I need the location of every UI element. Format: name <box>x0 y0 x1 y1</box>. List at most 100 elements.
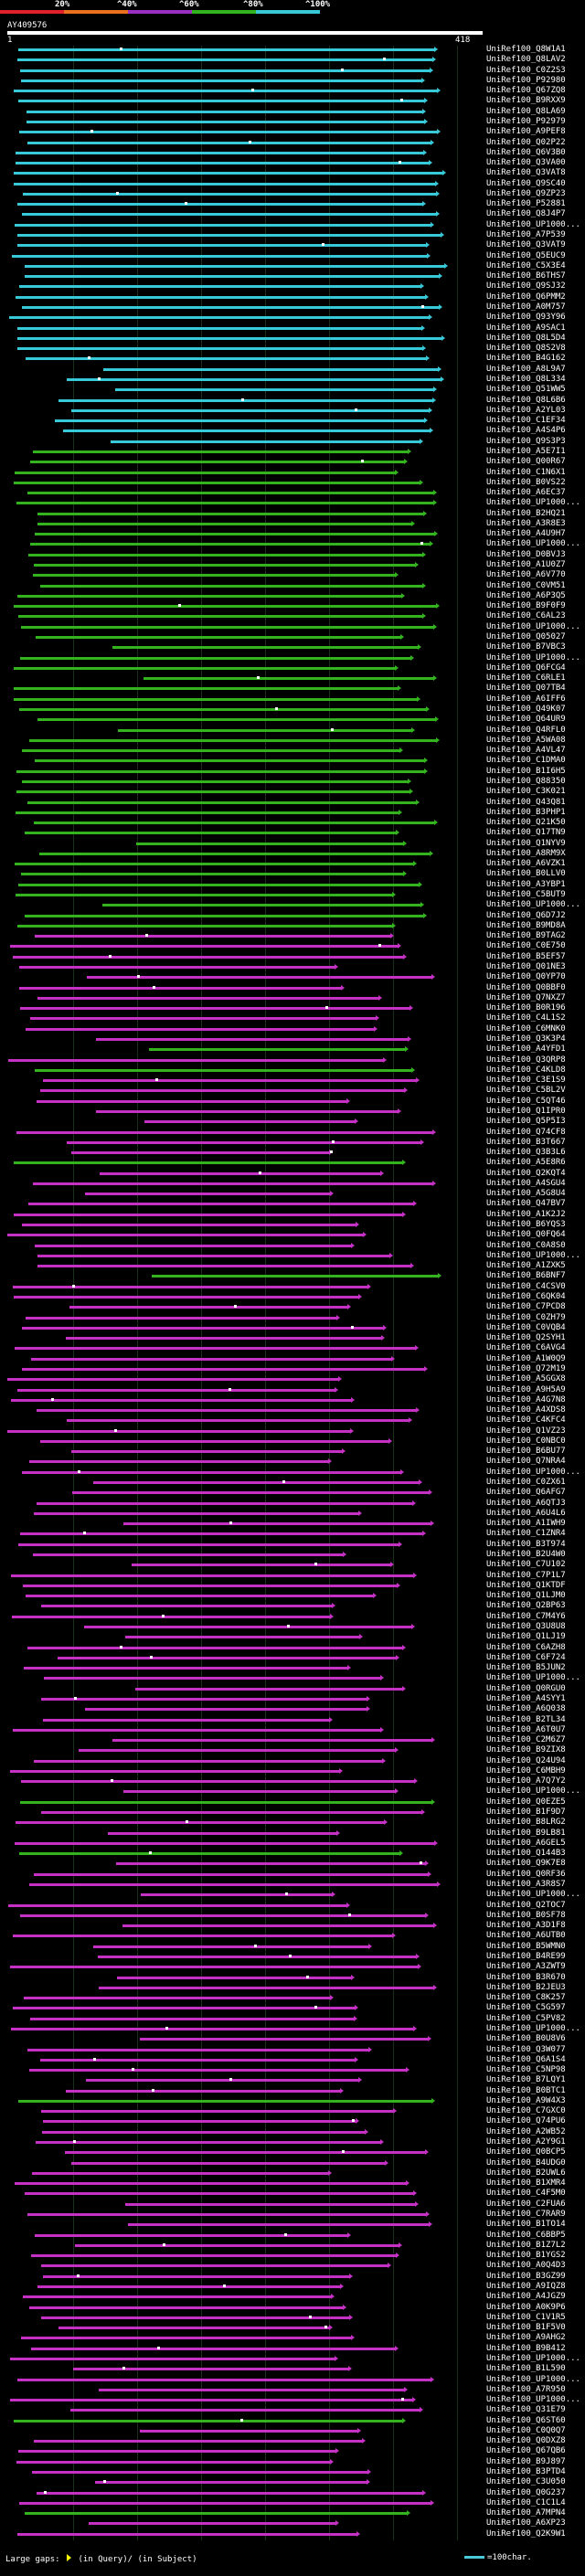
hit-accession[interactable]: UniRef100_UP1000... <box>486 1786 580 1797</box>
hit-row[interactable]: UniRef100_C5X3E4 <box>0 261 585 270</box>
hit-row[interactable]: UniRef100_Q3B3L6 <box>0 1149 585 1157</box>
hit-row[interactable]: UniRef100_C6MNK0 <box>0 1024 585 1034</box>
hit-row[interactable]: UniRef100_Q0YP70 <box>0 973 585 981</box>
hit-row[interactable]: UniRef100_A7R950 <box>0 2385 585 2394</box>
hit-accession[interactable]: UniRef100_C5PV82 <box>486 2013 566 2023</box>
hit-row[interactable]: UniRef100_C0VQB4 <box>0 1322 585 1332</box>
hit-row[interactable]: UniRef100_C0Z2S3 <box>0 66 585 75</box>
hit-accession[interactable]: UniRef100_A2WB52 <box>486 2126 566 2136</box>
hit-accession[interactable]: UniRef100_C0VQB4 <box>486 1322 566 1332</box>
hit-accession[interactable]: UniRef100_UP1000... <box>486 1673 580 1683</box>
hit-row[interactable]: UniRef100_Q51WW5 <box>0 386 585 394</box>
hit-row[interactable]: UniRef100_B2JEU3 <box>0 1983 585 1992</box>
hit-row[interactable]: UniRef100_A9PEF8 <box>0 128 585 136</box>
hit-accession[interactable]: UniRef100_C5BL2V <box>486 1086 566 1096</box>
hit-row[interactable]: UniRef100_Q8J4P7 <box>0 210 585 218</box>
hit-row[interactable]: UniRef100_B0VS22 <box>0 477 585 487</box>
hit-accession[interactable]: UniRef100_Q88350 <box>486 776 566 786</box>
hit-accession[interactable]: UniRef100_Q9K7E8 <box>486 1859 566 1869</box>
hit-row[interactable]: UniRef100_B4RE99 <box>0 1952 585 1961</box>
hit-row[interactable]: UniRef100_Q1LJ19 <box>0 1633 585 1641</box>
hit-accession[interactable]: UniRef100_A6UTB0 <box>486 1931 566 1941</box>
hit-accession[interactable]: UniRef100_C5G597 <box>486 2003 566 2013</box>
hit-accession[interactable]: UniRef100_C2M6Z7 <box>486 1735 566 1745</box>
hit-row[interactable]: UniRef100_B3T974 <box>0 1540 585 1549</box>
hit-accession[interactable]: UniRef100_A4SYY1 <box>486 1693 566 1703</box>
hit-row[interactable]: UniRef100_Q0BCP5 <box>0 2148 585 2157</box>
hit-row[interactable]: UniRef100_A9H5A9 <box>0 1385 585 1394</box>
hit-row[interactable]: UniRef100_P92980 <box>0 76 585 85</box>
hit-row[interactable]: UniRef100_UP1000... <box>0 1787 585 1796</box>
hit-accession[interactable]: UniRef100_B6YQS3 <box>486 1220 566 1230</box>
hit-accession[interactable]: UniRef100_A1U0Z7 <box>486 560 566 570</box>
hit-accession[interactable]: UniRef100_Q5EUC9 <box>486 250 566 260</box>
hit-row[interactable]: UniRef100_Q9SC40 <box>0 179 585 188</box>
hit-accession[interactable]: UniRef100_A5E7I1 <box>486 446 566 456</box>
hit-accession[interactable]: UniRef100_Q31E79 <box>486 2405 566 2415</box>
hit-accession[interactable]: UniRef100_UP1000... <box>486 219 580 229</box>
hit-row[interactable]: UniRef100_B5JUN2 <box>0 1664 585 1672</box>
hit-row[interactable]: UniRef100_A8L9A7 <box>0 365 585 374</box>
hit-row[interactable]: UniRef100_C3K021 <box>0 788 585 796</box>
hit-accession[interactable]: UniRef100_Q0BCP5 <box>486 2147 566 2157</box>
hit-row[interactable]: UniRef100_Q9K7E8 <box>0 1860 585 1868</box>
hit-accession[interactable]: UniRef100_B3GZ99 <box>486 2271 566 2281</box>
hit-accession[interactable]: UniRef100_A6T0U7 <box>486 1724 566 1734</box>
hit-row[interactable]: UniRef100_Q0G237 <box>0 2488 585 2497</box>
hit-row[interactable]: UniRef100_A2WB52 <box>0 2126 585 2136</box>
hit-accession[interactable]: UniRef100_B9MD8A <box>486 920 566 930</box>
hit-accession[interactable]: UniRef100_A9AHG2 <box>486 2333 566 2343</box>
hit-accession[interactable]: UniRef100_C4KFC4 <box>486 1415 566 1426</box>
hit-accession[interactable]: UniRef100_Q2BP63 <box>486 1601 566 1611</box>
hit-accession[interactable]: UniRef100_Q7NRA4 <box>486 1457 566 1467</box>
hit-accession[interactable]: UniRef100_C6AZH8 <box>486 1642 566 1652</box>
hit-accession[interactable]: UniRef100_B0VS22 <box>486 477 566 487</box>
hit-accession[interactable]: UniRef100_B6BU77 <box>486 1447 566 1457</box>
hit-row[interactable]: UniRef100_C5NP98 <box>0 2066 585 2074</box>
hit-accession[interactable]: UniRef100_Q6PMM2 <box>486 292 566 302</box>
hit-row[interactable]: UniRef100_A9AHG2 <box>0 2334 585 2342</box>
hit-row[interactable]: UniRef100_Q3W077 <box>0 2045 585 2054</box>
hit-row[interactable]: UniRef100_B1XMR4 <box>0 2179 585 2188</box>
hit-row[interactable]: UniRef100_C7RAR9 <box>0 2210 585 2219</box>
hit-accession[interactable]: UniRef100_C5QT46 <box>486 1096 566 1106</box>
hit-accession[interactable]: UniRef100_UP1000... <box>486 1250 580 1260</box>
hit-row[interactable]: UniRef100_Q24U94 <box>0 1756 585 1765</box>
hit-row[interactable]: UniRef100_UP1000... <box>0 2374 585 2384</box>
hit-accession[interactable]: UniRef100_Q8J4P7 <box>486 209 566 219</box>
hit-row[interactable]: UniRef100_Q8LAV2 <box>0 56 585 64</box>
hit-accession[interactable]: UniRef100_C4F5M0 <box>486 2189 566 2199</box>
hit-accession[interactable]: UniRef100_UP1000... <box>486 2374 580 2384</box>
hit-accession[interactable]: UniRef100_A1ZXK5 <box>486 1261 566 1271</box>
hit-row[interactable]: UniRef100_C1N6X1 <box>0 467 585 477</box>
hit-row[interactable]: UniRef100_A4S4P6 <box>0 427 585 435</box>
hit-accession[interactable]: UniRef100_A2Y9G1 <box>486 2137 566 2147</box>
hit-row[interactable]: UniRef100_Q3VAT8 <box>0 169 585 177</box>
hit-row[interactable]: UniRef100_A0M757 <box>0 303 585 312</box>
hit-accession[interactable]: UniRef100_C1DMA0 <box>486 756 566 766</box>
hit-accession[interactable]: UniRef100_UP1000... <box>486 539 580 549</box>
hit-accession[interactable]: UniRef100_A4SGU4 <box>486 1178 566 1188</box>
hit-row[interactable]: UniRef100_Q0DXZ8 <box>0 2437 585 2445</box>
hit-accession[interactable]: UniRef100_C2FUA6 <box>486 2199 566 2209</box>
hit-accession[interactable]: UniRef100_C1N6X1 <box>486 467 566 477</box>
hit-accession[interactable]: UniRef100_B7VBC3 <box>486 642 566 652</box>
hit-row[interactable]: UniRef100_C3E1S9 <box>0 1076 585 1085</box>
hit-accession[interactable]: UniRef100_B6BNF7 <box>486 1271 566 1281</box>
hit-accession[interactable]: UniRef100_B1F9D7 <box>486 1807 566 1818</box>
hit-row[interactable]: UniRef100_A5WA08 <box>0 736 585 745</box>
hit-accession[interactable]: UniRef100_A6IFF6 <box>486 694 566 704</box>
hit-row[interactable]: UniRef100_A4VL47 <box>0 747 585 755</box>
hit-accession[interactable]: UniRef100_Q8L334 <box>486 374 566 384</box>
hit-row[interactable]: UniRef100_A7MPN4 <box>0 2509 585 2518</box>
hit-row[interactable]: UniRef100_B9MD8A <box>0 920 585 930</box>
hit-accession[interactable]: UniRef100_B3PTD4 <box>486 2467 566 2477</box>
hit-accession[interactable]: UniRef100_A6Q038 <box>486 1704 566 1714</box>
hit-row[interactable]: UniRef100_B9F0F9 <box>0 602 585 610</box>
hit-accession[interactable]: UniRef100_Q8S2V8 <box>486 344 566 354</box>
hit-row[interactable]: UniRef100_Q64UR9 <box>0 716 585 724</box>
hit-accession[interactable]: UniRef100_D0BVJ3 <box>486 549 566 559</box>
hit-accession[interactable]: UniRef100_A6U4L6 <box>486 1508 566 1518</box>
hit-accession[interactable]: UniRef100_A7P539 <box>486 230 566 240</box>
hit-row[interactable]: UniRef100_Q7NRA4 <box>0 1458 585 1466</box>
